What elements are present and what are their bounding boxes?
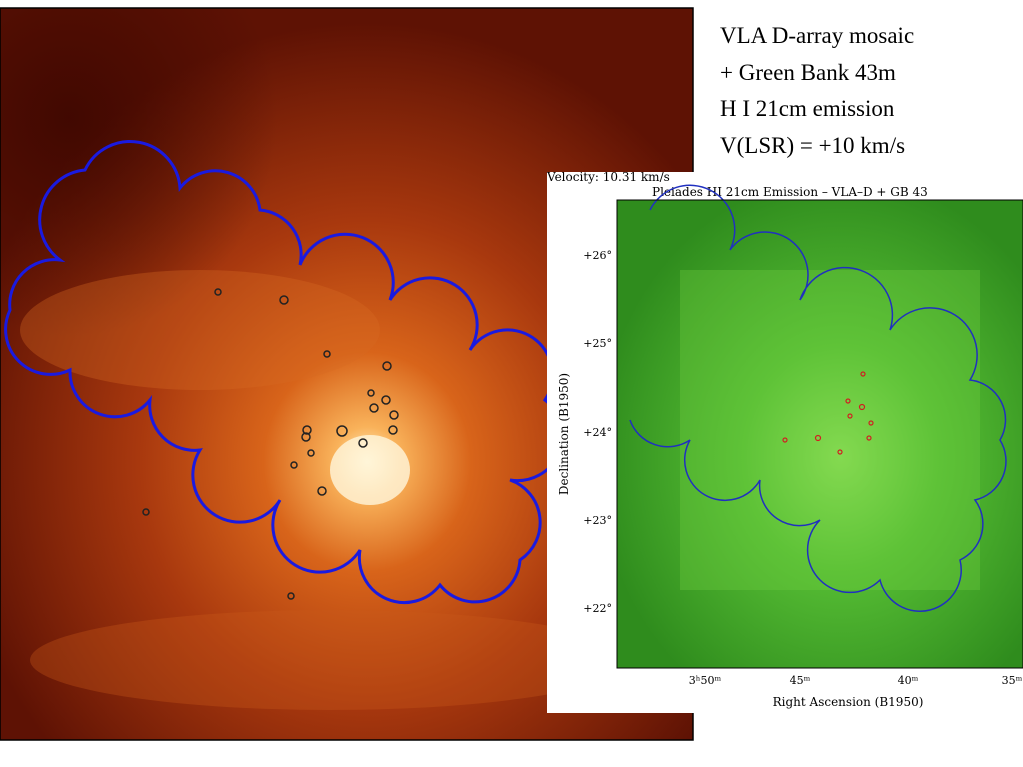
y-tick-label: +24° bbox=[583, 426, 612, 439]
x-tick-label: 3ʰ50ᵐ bbox=[689, 674, 722, 687]
y-tick-label: +26° bbox=[583, 249, 612, 262]
inset-title: Pleiades HI 21cm Emission – VLA–D + GB 4… bbox=[652, 185, 928, 199]
caption-line: + Green Bank 43m bbox=[720, 60, 896, 85]
caption-line: V(LSR) = +10 km/s bbox=[720, 133, 905, 158]
y-tick-label: +25° bbox=[583, 337, 612, 350]
y-axis-label: Declination (B1950) bbox=[557, 373, 571, 495]
x-tick-label: 35ᵐ bbox=[1002, 674, 1023, 687]
x-tick-label: 40ᵐ bbox=[898, 674, 919, 687]
inset-panel: Velocity: 10.31 km/s Pleiades HI 21cm Em… bbox=[546, 170, 1023, 713]
x-axis-label: Right Ascension (B1950) bbox=[773, 695, 924, 709]
y-tick-label: +23° bbox=[583, 514, 612, 527]
caption-line: H I 21cm emission bbox=[720, 96, 895, 121]
x-tick-label: 45ᵐ bbox=[790, 674, 811, 687]
caption-line: VLA D-array mosaic bbox=[720, 23, 914, 48]
velocity-label: Velocity: 10.31 km/s bbox=[546, 170, 670, 184]
caption: VLA D-array mosaic + Green Bank 43m H I … bbox=[720, 23, 914, 158]
y-tick-label: +22° bbox=[583, 602, 612, 615]
